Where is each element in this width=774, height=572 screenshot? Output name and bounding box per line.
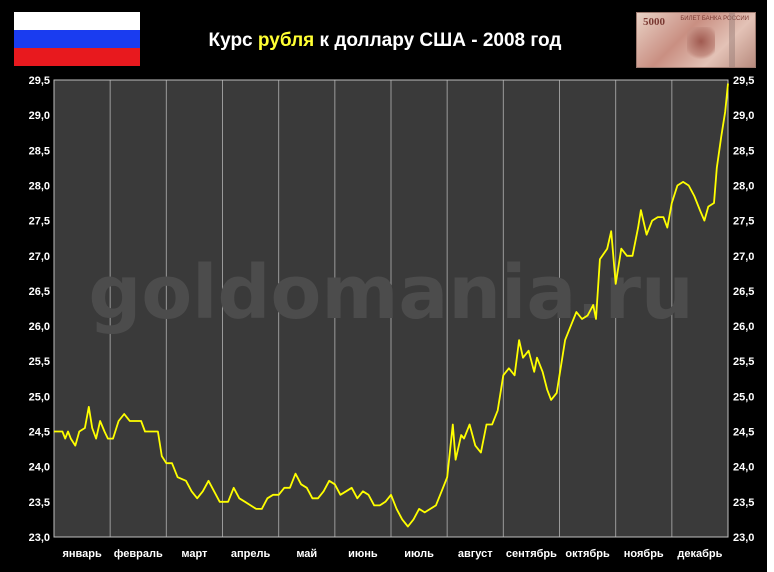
y-tick-label-left: 26,5 xyxy=(29,286,50,298)
x-tick-label: ноябрь xyxy=(624,548,664,560)
title-suffix: к доллару США - 2008 год xyxy=(314,30,562,51)
y-tick-label-left: 28,0 xyxy=(29,180,50,192)
x-tick-label: сентябрь xyxy=(506,548,557,560)
monument-image xyxy=(687,27,715,63)
russia-flag-icon xyxy=(14,12,140,66)
x-tick-label: февраль xyxy=(114,548,163,560)
x-axis: январь февраль март апрель май июнь июль август… xyxy=(62,548,722,560)
y-tick-label-right: 29,0 xyxy=(733,110,754,122)
y-tick-label-left: 23,5 xyxy=(29,497,50,509)
y-tick-label-right: 25,5 xyxy=(733,356,754,368)
x-tick-label: октябрь xyxy=(565,548,610,560)
x-tick-label: январь xyxy=(62,548,102,560)
x-tick-label: июль xyxy=(404,548,434,560)
banknote-caption: БИЛЕТ БАНКА РОССИИ xyxy=(680,16,749,22)
y-tick-label-right: 25,0 xyxy=(733,391,754,403)
y-tick-label-right: 23,5 xyxy=(733,497,754,509)
y-tick-label-left: 24,0 xyxy=(29,462,50,474)
y-tick-label-left: 27,5 xyxy=(29,216,50,228)
y-tick-label-right: 28,5 xyxy=(733,145,754,157)
y-axis-left: 23,0 23,5 24,0 24,5 25,0 25,5 26,0 26,5 27,0 27,5… xyxy=(29,75,50,544)
banknote-number: 5000 xyxy=(643,16,665,28)
x-tick-label: апрель xyxy=(231,548,271,560)
watermark-text: goldomania.ru xyxy=(88,250,693,336)
y-tick-label-right: 26,5 xyxy=(733,286,754,298)
y-tick-label-right: 23,0 xyxy=(733,532,754,544)
y-tick-label-left: 25,0 xyxy=(29,391,50,403)
flag-stripe-blue xyxy=(14,30,140,48)
title-prefix: Курс xyxy=(208,30,258,51)
grid-lines xyxy=(53,79,729,538)
y-tick-label-right: 27,0 xyxy=(733,251,754,263)
plot-border xyxy=(53,79,729,538)
y-tick-label-right: 24,5 xyxy=(733,427,754,439)
y-axis-right: 23,0 23,5 24,0 24,5 25,0 25,5 26,0 26,5 27,0 27,5… xyxy=(733,75,754,544)
y-tick-label-right: 27,5 xyxy=(733,216,754,228)
y-tick-label-right: 28,0 xyxy=(733,180,754,192)
x-tick-label: май xyxy=(296,548,317,560)
flag-stripe-white xyxy=(14,12,140,30)
security-stripe xyxy=(729,13,735,67)
y-tick-label-right: 26,0 xyxy=(733,321,754,333)
x-tick-label: июнь xyxy=(348,548,378,560)
y-tick-label-right: 24,0 xyxy=(733,462,754,474)
y-tick-label-left: 25,5 xyxy=(29,356,50,368)
y-tick-label-left: 28,5 xyxy=(29,145,50,157)
x-tick-label: август xyxy=(458,548,493,560)
x-tick-label: март xyxy=(181,548,208,560)
flag-stripe-red xyxy=(14,48,140,66)
y-tick-label-left: 29,5 xyxy=(29,75,50,87)
y-tick-label-left: 27,0 xyxy=(29,251,50,263)
y-tick-label-left: 29,0 xyxy=(29,110,50,122)
banknote-5000-rub-icon: 5000 БИЛЕТ БАНКА РОССИИ xyxy=(636,12,756,68)
y-tick-label-right: 29,5 xyxy=(733,75,754,87)
y-tick-label-left: 24,5 xyxy=(29,427,50,439)
title-highlight: рубля xyxy=(257,30,315,51)
x-tick-label: декабрь xyxy=(677,548,722,560)
y-tick-label-left: 23,0 xyxy=(29,532,50,544)
series-line-usd-rub xyxy=(54,83,729,528)
y-tick-label-left: 26,0 xyxy=(29,321,50,333)
chart-title: Курс рубля к доллару США - 2008 год xyxy=(160,30,610,52)
